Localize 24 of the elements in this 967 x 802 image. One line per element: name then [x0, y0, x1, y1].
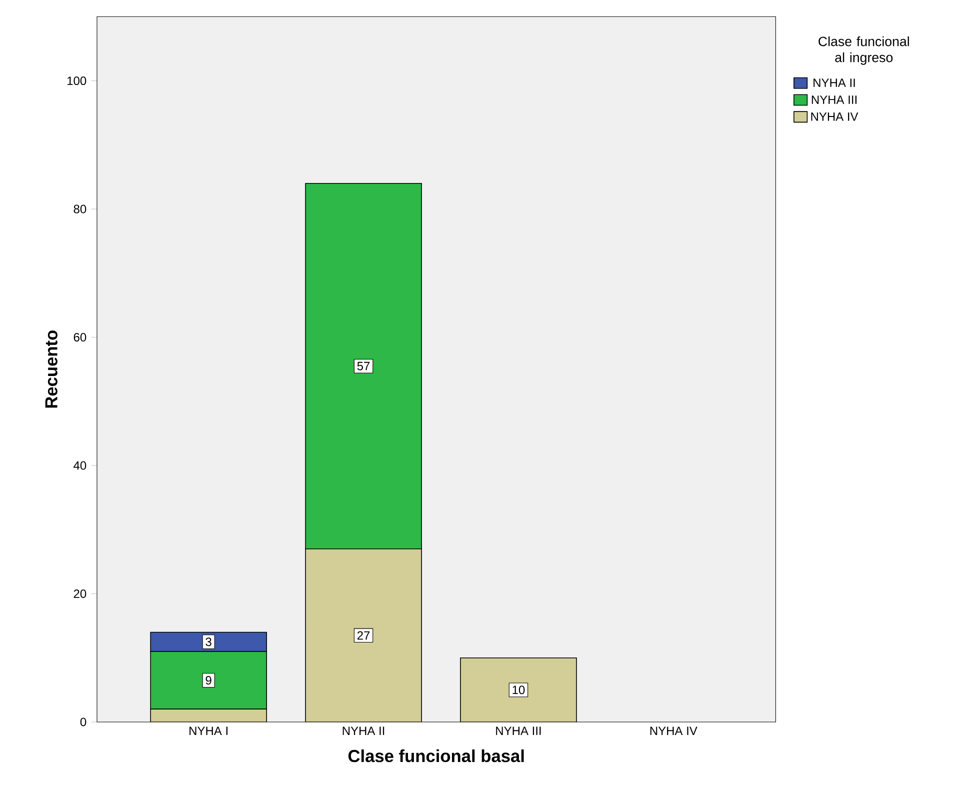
- x-tick-label: NYHA IV: [650, 726, 698, 735]
- y-axis-title: Recuento: [45, 330, 58, 408]
- data-label: 3: [206, 638, 212, 646]
- x-tick-label: NYHA II: [342, 726, 384, 735]
- legend-label: NYHA IV: [811, 112, 858, 121]
- data-label: 27: [357, 631, 370, 640]
- bar: [460, 657, 577, 722]
- data-label: 10: [512, 686, 525, 694]
- legend-title: Clase funcional al ingreso: [818, 36, 909, 65]
- y-tick-label: 60: [74, 333, 86, 342]
- y-tick-label: 20: [74, 589, 86, 598]
- x-tick-label: NYHA I: [190, 726, 228, 735]
- y-tick-label: 80: [74, 204, 86, 214]
- bar: [305, 548, 422, 722]
- data-label: 57: [357, 362, 370, 370]
- y-tick-label: 0: [80, 718, 86, 726]
- x-tick-label: NYHA III: [496, 726, 541, 735]
- data-label: 9: [206, 676, 212, 685]
- legend-label: NYHA III: [812, 96, 856, 104]
- x-axis-title: Clase funcional basal: [348, 749, 524, 762]
- y-tick-label: 40: [74, 461, 86, 470]
- bar: [150, 709, 267, 722]
- y-tick-label: 100: [68, 76, 86, 86]
- legend-label: NYHA II: [814, 78, 855, 87]
